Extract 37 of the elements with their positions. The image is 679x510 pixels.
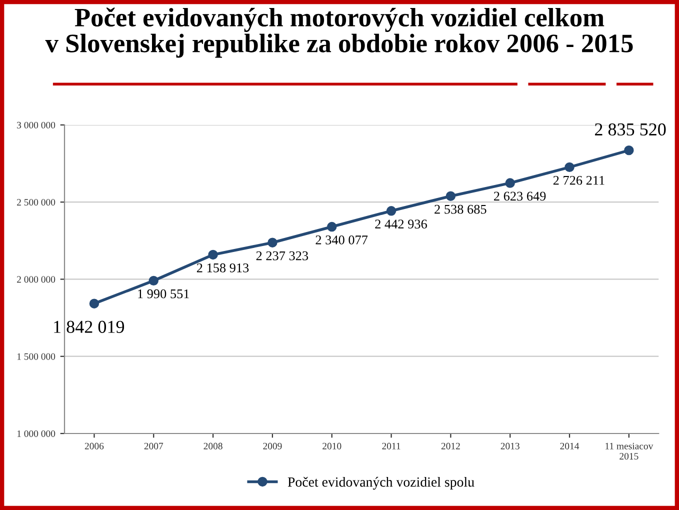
x-tick-label: 2012 xyxy=(441,442,460,450)
x-tick-label: 2013 xyxy=(500,442,520,450)
x-tick-label: 2008 xyxy=(204,442,222,450)
data-label: 2 442 936 xyxy=(375,220,427,229)
data-label: 2 538 685 xyxy=(434,204,486,214)
data-label: 2 237 323 xyxy=(256,251,308,260)
point xyxy=(208,250,218,260)
legend-label: Počet evidovaných vozidiel spolu xyxy=(288,476,474,490)
x-tick-label: 2014 xyxy=(560,442,580,450)
y-tick-label: 1 500 000 xyxy=(17,353,56,360)
point xyxy=(327,222,337,232)
point xyxy=(505,178,515,188)
data-label: 2 623 649 xyxy=(494,192,546,201)
y-tick-label: 2 000 000 xyxy=(17,276,56,283)
data-label: 2 340 077 xyxy=(316,235,368,244)
data-label: 1 842 019 xyxy=(54,320,124,333)
point xyxy=(564,162,574,172)
data-label: 2 835 520 xyxy=(594,123,666,136)
x-tick-label: 11 mesiacov 2015 xyxy=(606,442,654,460)
chart-title: Počet evidovaných motorových vozidiel celkom v Slovenskej republike za obdobie rokov 2006 - 2015 xyxy=(45,8,633,58)
point xyxy=(624,145,634,156)
y-tick-label: 2 500 000 xyxy=(17,198,56,206)
point xyxy=(446,191,456,201)
x-tick-label: 2011 xyxy=(382,442,400,450)
point xyxy=(89,298,100,308)
data-label: 2 158 913 xyxy=(196,263,249,272)
x-tick-label: 2006 xyxy=(84,442,104,450)
y-tick-label: 3 000 000 xyxy=(17,122,56,128)
x-tick-label: 2007 xyxy=(144,442,164,450)
point xyxy=(386,206,396,216)
x-tick-label: 2010 xyxy=(322,442,342,450)
data-label: 2 726 211 xyxy=(553,176,604,185)
x-tick-label: 2009 xyxy=(263,442,282,450)
point xyxy=(268,238,278,248)
data-label: 1 990 551 xyxy=(138,289,189,298)
point xyxy=(148,276,158,286)
y-tick-label: 1 000 000 xyxy=(17,430,56,437)
